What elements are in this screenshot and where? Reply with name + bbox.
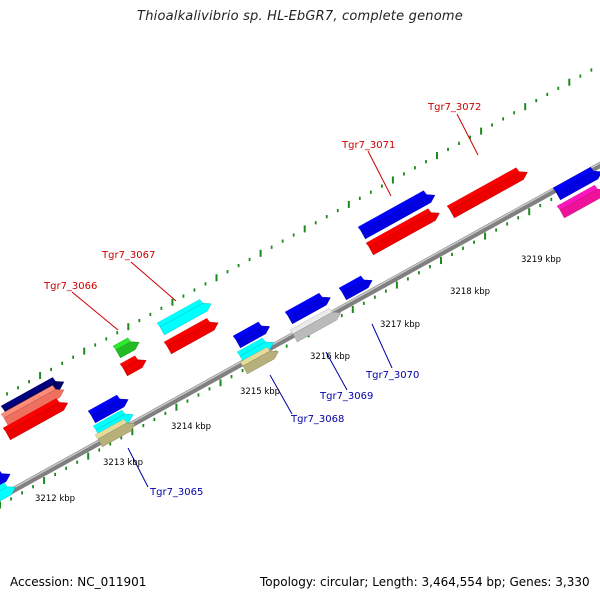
- kbp-label: 3215 kbp: [240, 387, 280, 397]
- leader-tgr7-3070: [371, 323, 393, 369]
- reverse-gene-labels: Tgr7_3065 Tgr7_3068 Tgr7_3069 Tgr7_3070: [149, 370, 419, 498]
- forward-gene-labels: Tgr7_3066 Tgr7_3067 Tgr7_3071 Tgr7_3072: [43, 102, 481, 292]
- accession-text: Accession: NC_011901: [10, 575, 147, 589]
- tick-rows: [0, 68, 597, 509]
- gene-label-tgr7-3072[interactable]: Tgr7_3072: [427, 102, 481, 113]
- gene-tgr7-3071-blue: [357, 190, 436, 240]
- gene-tgr7-3067-red-body: [166, 322, 219, 355]
- kbp-labels: 3212 kbp 3213 kbp 3214 kbp 3215 kbp 3216…: [35, 255, 561, 504]
- gene-red-left-body: [5, 402, 69, 441]
- gene-tgr7-3065-tan: [94, 418, 136, 448]
- gene-tgr7-3071-blue-body: [360, 194, 436, 240]
- gene-red-left: [2, 398, 69, 441]
- gene-tgr7-3070-blue: [338, 275, 373, 301]
- leader-tgr7-3072: [456, 113, 479, 156]
- gene-features: [0, 166, 600, 502]
- kbp-label: 3212 kbp: [35, 494, 75, 504]
- gene-left-blue-body: [0, 473, 11, 486]
- gene-label-tgr7-3071[interactable]: Tgr7_3071: [341, 140, 395, 151]
- gene-left-cyan-body: [0, 486, 16, 502]
- gene-tgr7-3067-red: [163, 318, 219, 355]
- gene-tgr7-3066-red: [119, 355, 147, 377]
- gene-tgr7-3067-cyan: [156, 299, 212, 336]
- gene-tgr7-3070-blue-body: [341, 279, 373, 301]
- gene-tgr7-3068-tan: [239, 346, 279, 375]
- leader-tgr7-3066: [71, 291, 119, 331]
- gene-right-magenta: [556, 184, 600, 219]
- gene-right-magenta-body: [559, 188, 600, 219]
- gene-tgr7-3068-blue-body: [235, 325, 271, 349]
- gene-salmon-body: [3, 389, 65, 427]
- gene-tgr7-3069-blue: [284, 292, 331, 325]
- gene-tgr7-3072-red: [446, 167, 528, 219]
- gene-label-tgr7-3070[interactable]: Tgr7_3070: [365, 370, 419, 381]
- gene-tgr7-3071-red-body: [368, 212, 440, 256]
- kbp-label: 3219 kbp: [521, 255, 561, 265]
- leader-tgr7-3068: [269, 374, 293, 415]
- gene-tgr7-3066-green: [112, 337, 140, 359]
- gene-tgr7-3068-tan-body: [242, 350, 279, 375]
- gene-tgr7-3069-gray: [289, 307, 342, 343]
- gene-label-tgr7-3066[interactable]: Tgr7_3066: [43, 281, 97, 292]
- leader-tgr7-3065: [127, 447, 149, 488]
- gene-left-cyan: [0, 482, 16, 502]
- gene-label-tgr7-3065[interactable]: Tgr7_3065: [149, 487, 203, 498]
- gene-tgr7-3071-red: [365, 208, 440, 256]
- kbp-label: 3216 kbp: [310, 352, 350, 362]
- gene-tgr7-3069-blue-body: [287, 296, 331, 325]
- gene-tgr7-3072-red-body: [449, 171, 528, 219]
- kbp-label: 3213 kbp: [103, 458, 143, 468]
- gene-label-tgr7-3068[interactable]: Tgr7_3068: [290, 414, 344, 425]
- kbp-label: 3217 kbp: [380, 320, 420, 330]
- gene-tgr7-3067-cyan-body: [159, 303, 212, 336]
- leader-tgr7-3067: [130, 261, 177, 302]
- label-leaders: [71, 113, 479, 488]
- gene-tgr7-3065-tan-body: [97, 422, 136, 448]
- leader-tgr7-3071: [367, 150, 392, 197]
- gene-tgr7-3068-blue: [232, 321, 271, 349]
- gene-left-blue: [0, 470, 11, 486]
- gene-tgr7-3065-blue: [87, 394, 129, 424]
- gene-right-blue: [552, 166, 600, 201]
- gene-salmon: [0, 385, 65, 427]
- gene-tgr7-3069-gray-body: [292, 311, 342, 343]
- topology-text: Topology: circular; Length: 3,464,554 bp…: [260, 575, 590, 589]
- leader-tgr7-3069: [325, 351, 348, 391]
- kbp-label: 3218 kbp: [450, 287, 490, 297]
- gene-tgr7-3065-blue-body: [90, 398, 129, 424]
- kbp-label: 3214 kbp: [171, 422, 211, 432]
- gene-tgr7-3066-red-body: [122, 359, 147, 377]
- gene-label-tgr7-3069[interactable]: Tgr7_3069: [319, 391, 373, 402]
- genome-title: Thioalkalivibrio sp. HL-EbGR7, complete …: [137, 9, 463, 24]
- gene-tgr7-3066-green-body: [115, 341, 140, 359]
- gene-label-tgr7-3067[interactable]: Tgr7_3067: [101, 250, 155, 261]
- gene-tgr7-3072-red-top: [446, 167, 520, 211]
